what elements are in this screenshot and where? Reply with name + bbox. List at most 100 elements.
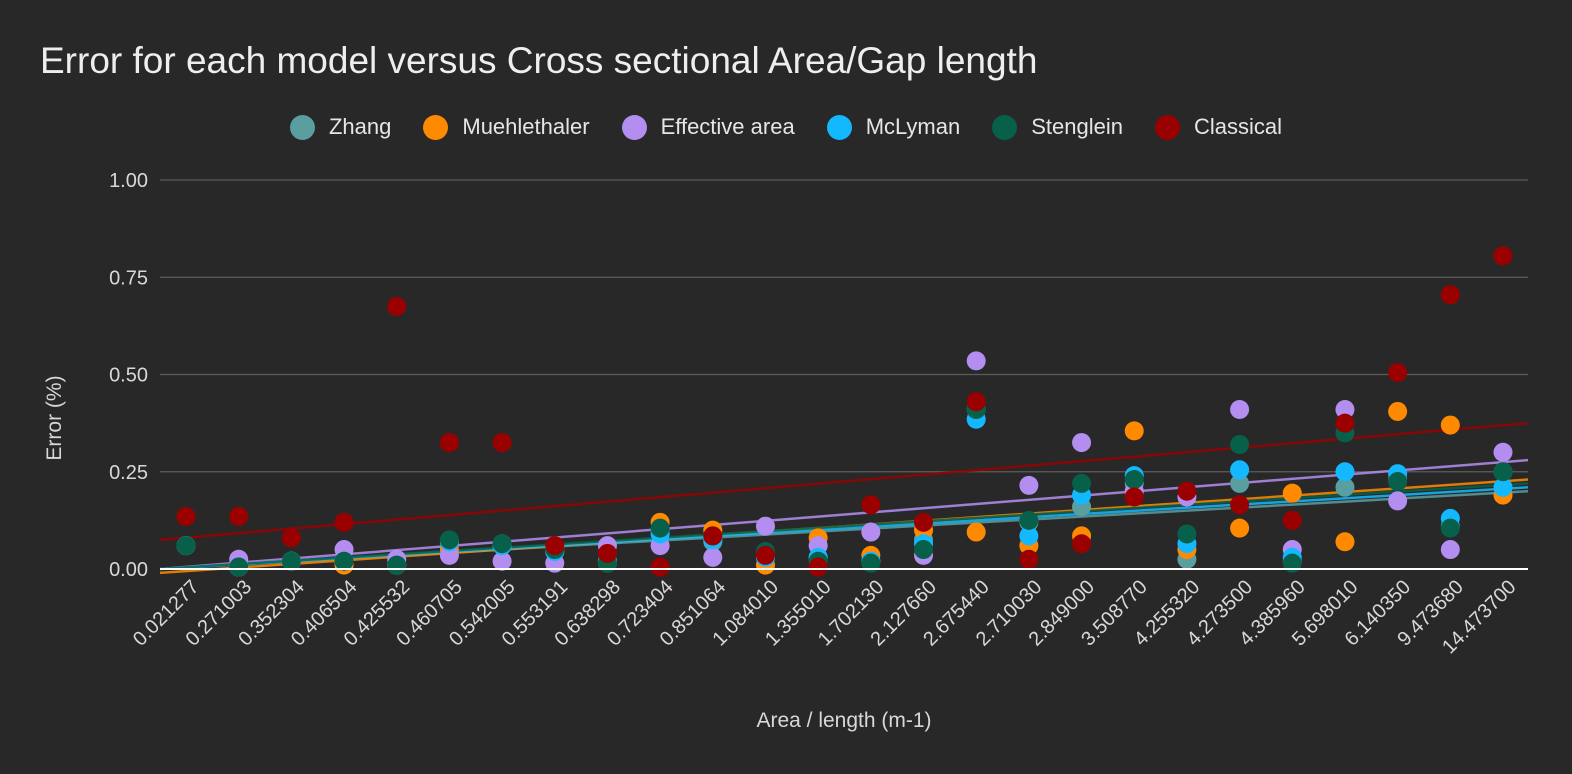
point-classical bbox=[808, 557, 828, 577]
point-muehlethaler bbox=[1440, 415, 1460, 435]
trendline-stenglein bbox=[159, 482, 1529, 571]
point-classical bbox=[1177, 481, 1197, 501]
y-tick-label: 1.00 bbox=[109, 170, 148, 192]
point-classical bbox=[1335, 413, 1355, 433]
point-stenglein bbox=[387, 555, 407, 575]
legend-label-effective-area: Effective area bbox=[660, 114, 795, 139]
legend-item-zhang[interactable]: Zhang bbox=[289, 114, 392, 140]
point-stenglein bbox=[281, 551, 301, 571]
point-stenglein bbox=[1177, 524, 1197, 544]
point-effective-area bbox=[861, 522, 881, 542]
point-stenglein bbox=[861, 553, 881, 573]
y-tick-label: 0.00 bbox=[109, 559, 148, 581]
data-points bbox=[176, 246, 1513, 577]
point-classical bbox=[650, 557, 670, 577]
point-stenglein bbox=[1124, 470, 1144, 490]
point-zhang bbox=[1230, 473, 1250, 493]
point-effective-area bbox=[966, 351, 986, 371]
legend-dot-mclyman bbox=[826, 114, 852, 140]
point-classical bbox=[1072, 534, 1092, 554]
legend-dot-classical bbox=[1154, 114, 1180, 140]
point-stenglein bbox=[650, 518, 670, 538]
point-zhang bbox=[1335, 477, 1355, 497]
point-classical bbox=[1124, 487, 1144, 507]
point-classical bbox=[755, 545, 775, 565]
point-classical bbox=[914, 512, 934, 532]
point-muehlethaler bbox=[1335, 532, 1355, 552]
y-tick-label: 0.50 bbox=[109, 365, 148, 387]
point-muehlethaler bbox=[1124, 421, 1144, 441]
point-mclyman bbox=[1019, 526, 1039, 546]
point-stenglein bbox=[914, 540, 934, 560]
point-stenglein bbox=[1493, 462, 1513, 482]
point-classical bbox=[597, 543, 617, 563]
trendlines bbox=[159, 421, 1529, 575]
point-classical bbox=[334, 512, 354, 532]
point-effective-area bbox=[703, 547, 723, 567]
point-effective-area bbox=[492, 551, 512, 571]
point-muehlethaler bbox=[1282, 483, 1302, 503]
legend-dot-muehlethaler bbox=[423, 114, 449, 140]
point-classical bbox=[1388, 363, 1408, 383]
legend-item-stenglein[interactable]: Stenglein bbox=[992, 114, 1123, 140]
point-mclyman bbox=[1493, 477, 1513, 497]
point-effective-area bbox=[1019, 475, 1039, 495]
legend-label-muehlethaler: Muehlethaler bbox=[462, 114, 590, 139]
point-stenglein bbox=[229, 557, 249, 577]
point-classical bbox=[966, 392, 986, 412]
point-classical bbox=[1230, 495, 1250, 515]
point-effective-area bbox=[755, 516, 775, 536]
y-axis-label: Error (%) bbox=[43, 375, 66, 460]
point-mclyman bbox=[1335, 462, 1355, 482]
point-classical bbox=[176, 506, 196, 526]
point-stenglein bbox=[176, 536, 196, 556]
point-classical bbox=[387, 296, 407, 316]
point-stenglein bbox=[1230, 435, 1250, 455]
x-axis-label: Area / length (m-1) bbox=[756, 709, 931, 732]
trendline-effective-area bbox=[159, 458, 1529, 571]
point-classical bbox=[281, 528, 301, 548]
point-classical bbox=[1019, 549, 1039, 569]
point-effective-area bbox=[1072, 433, 1092, 453]
legend-dot-zhang bbox=[289, 114, 315, 140]
point-stenglein bbox=[1282, 553, 1302, 573]
point-stenglein bbox=[1072, 473, 1092, 493]
gridlines bbox=[160, 179, 1528, 473]
point-mclyman bbox=[1230, 460, 1250, 480]
legend-item-mclyman[interactable]: McLyman bbox=[826, 114, 961, 140]
point-effective-area bbox=[439, 545, 459, 565]
point-effective-area bbox=[1388, 491, 1408, 511]
point-stenglein bbox=[1388, 471, 1408, 491]
point-classical bbox=[861, 495, 881, 515]
legend-label-stenglein: Stenglein bbox=[1031, 114, 1123, 139]
chart-title: Error for each model versus Cross sectio… bbox=[40, 40, 1038, 81]
legend-item-effective-area[interactable]: Effective area bbox=[621, 114, 795, 140]
legend-label-classical: Classical bbox=[1193, 114, 1283, 139]
trendline-classical bbox=[159, 421, 1529, 542]
point-stenglein bbox=[439, 530, 459, 550]
point-stenglein bbox=[334, 551, 354, 571]
y-tick-label: 0.75 bbox=[109, 267, 148, 289]
point-muehlethaler bbox=[1230, 518, 1250, 538]
x-axis-ticks: 0.0212770.2710030.3523040.4065040.425532… bbox=[129, 576, 1521, 658]
legend-dot-stenglein bbox=[992, 114, 1018, 140]
y-axis-ticks: 0.00 0.25 0.50 0.75 1.00 bbox=[109, 170, 148, 581]
point-muehlethaler bbox=[1388, 401, 1408, 421]
legend-label-zhang: Zhang bbox=[328, 114, 392, 139]
legend-item-muehlethaler[interactable]: Muehlethaler bbox=[423, 114, 590, 140]
point-classical bbox=[492, 433, 512, 453]
legend-item-classical[interactable]: Classical bbox=[1154, 114, 1283, 140]
point-classical bbox=[545, 536, 565, 556]
legend: Zhang Muehlethaler Effective area McLyma… bbox=[0, 110, 1572, 144]
point-stenglein bbox=[492, 534, 512, 554]
legend-dot-effective-area bbox=[621, 114, 647, 140]
point-stenglein bbox=[1440, 518, 1460, 538]
point-effective-area bbox=[1335, 400, 1355, 420]
point-effective-area bbox=[1230, 400, 1250, 420]
point-classical bbox=[1440, 285, 1460, 305]
point-effective-area bbox=[1440, 540, 1460, 560]
legend-label-mclyman: McLyman bbox=[865, 114, 961, 139]
point-classical bbox=[439, 433, 459, 453]
point-classical bbox=[703, 526, 723, 546]
